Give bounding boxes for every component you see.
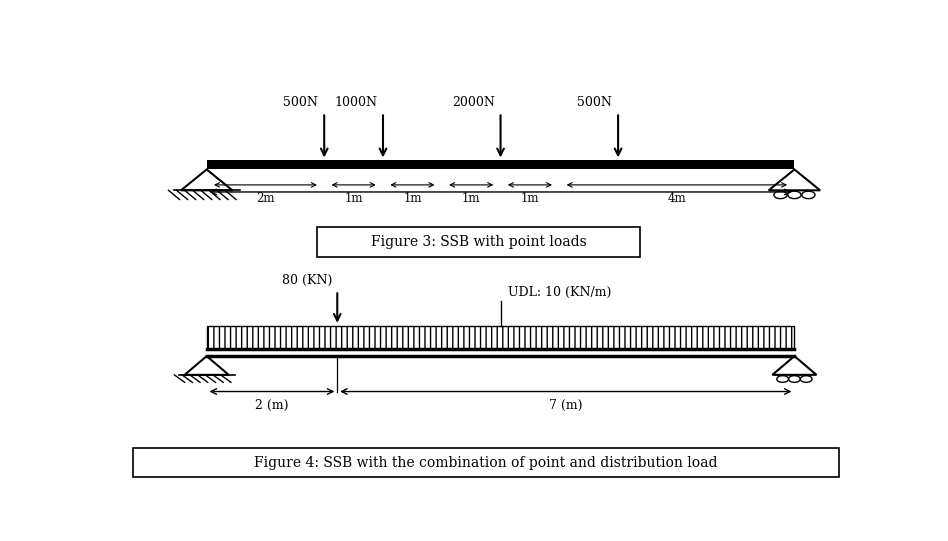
Text: UDL: 10 (KN/m): UDL: 10 (KN/m) — [508, 286, 611, 299]
Text: 1m: 1m — [403, 193, 422, 206]
Text: 2000N: 2000N — [452, 96, 495, 109]
Text: 1000N: 1000N — [334, 96, 377, 109]
Text: Figure 4: SSB with the combination of point and distribution load: Figure 4: SSB with the combination of po… — [254, 456, 718, 470]
Text: 1m: 1m — [462, 193, 481, 206]
Text: 4m: 4m — [667, 193, 686, 206]
Text: 2m: 2m — [256, 193, 275, 206]
Text: 7 (m): 7 (m) — [549, 399, 583, 412]
Text: 500N: 500N — [577, 96, 612, 109]
Bar — [133, 448, 838, 477]
Text: 1m: 1m — [344, 193, 363, 206]
Text: 1m: 1m — [520, 193, 539, 206]
Text: 500N: 500N — [283, 96, 319, 109]
Bar — [317, 227, 640, 256]
Bar — [207, 160, 794, 169]
Bar — [207, 326, 794, 348]
Text: 2 (m): 2 (m) — [255, 399, 289, 412]
Text: 80 (KN): 80 (KN) — [283, 274, 333, 287]
Text: Figure 3: SSB with point loads: Figure 3: SSB with point loads — [371, 235, 587, 249]
